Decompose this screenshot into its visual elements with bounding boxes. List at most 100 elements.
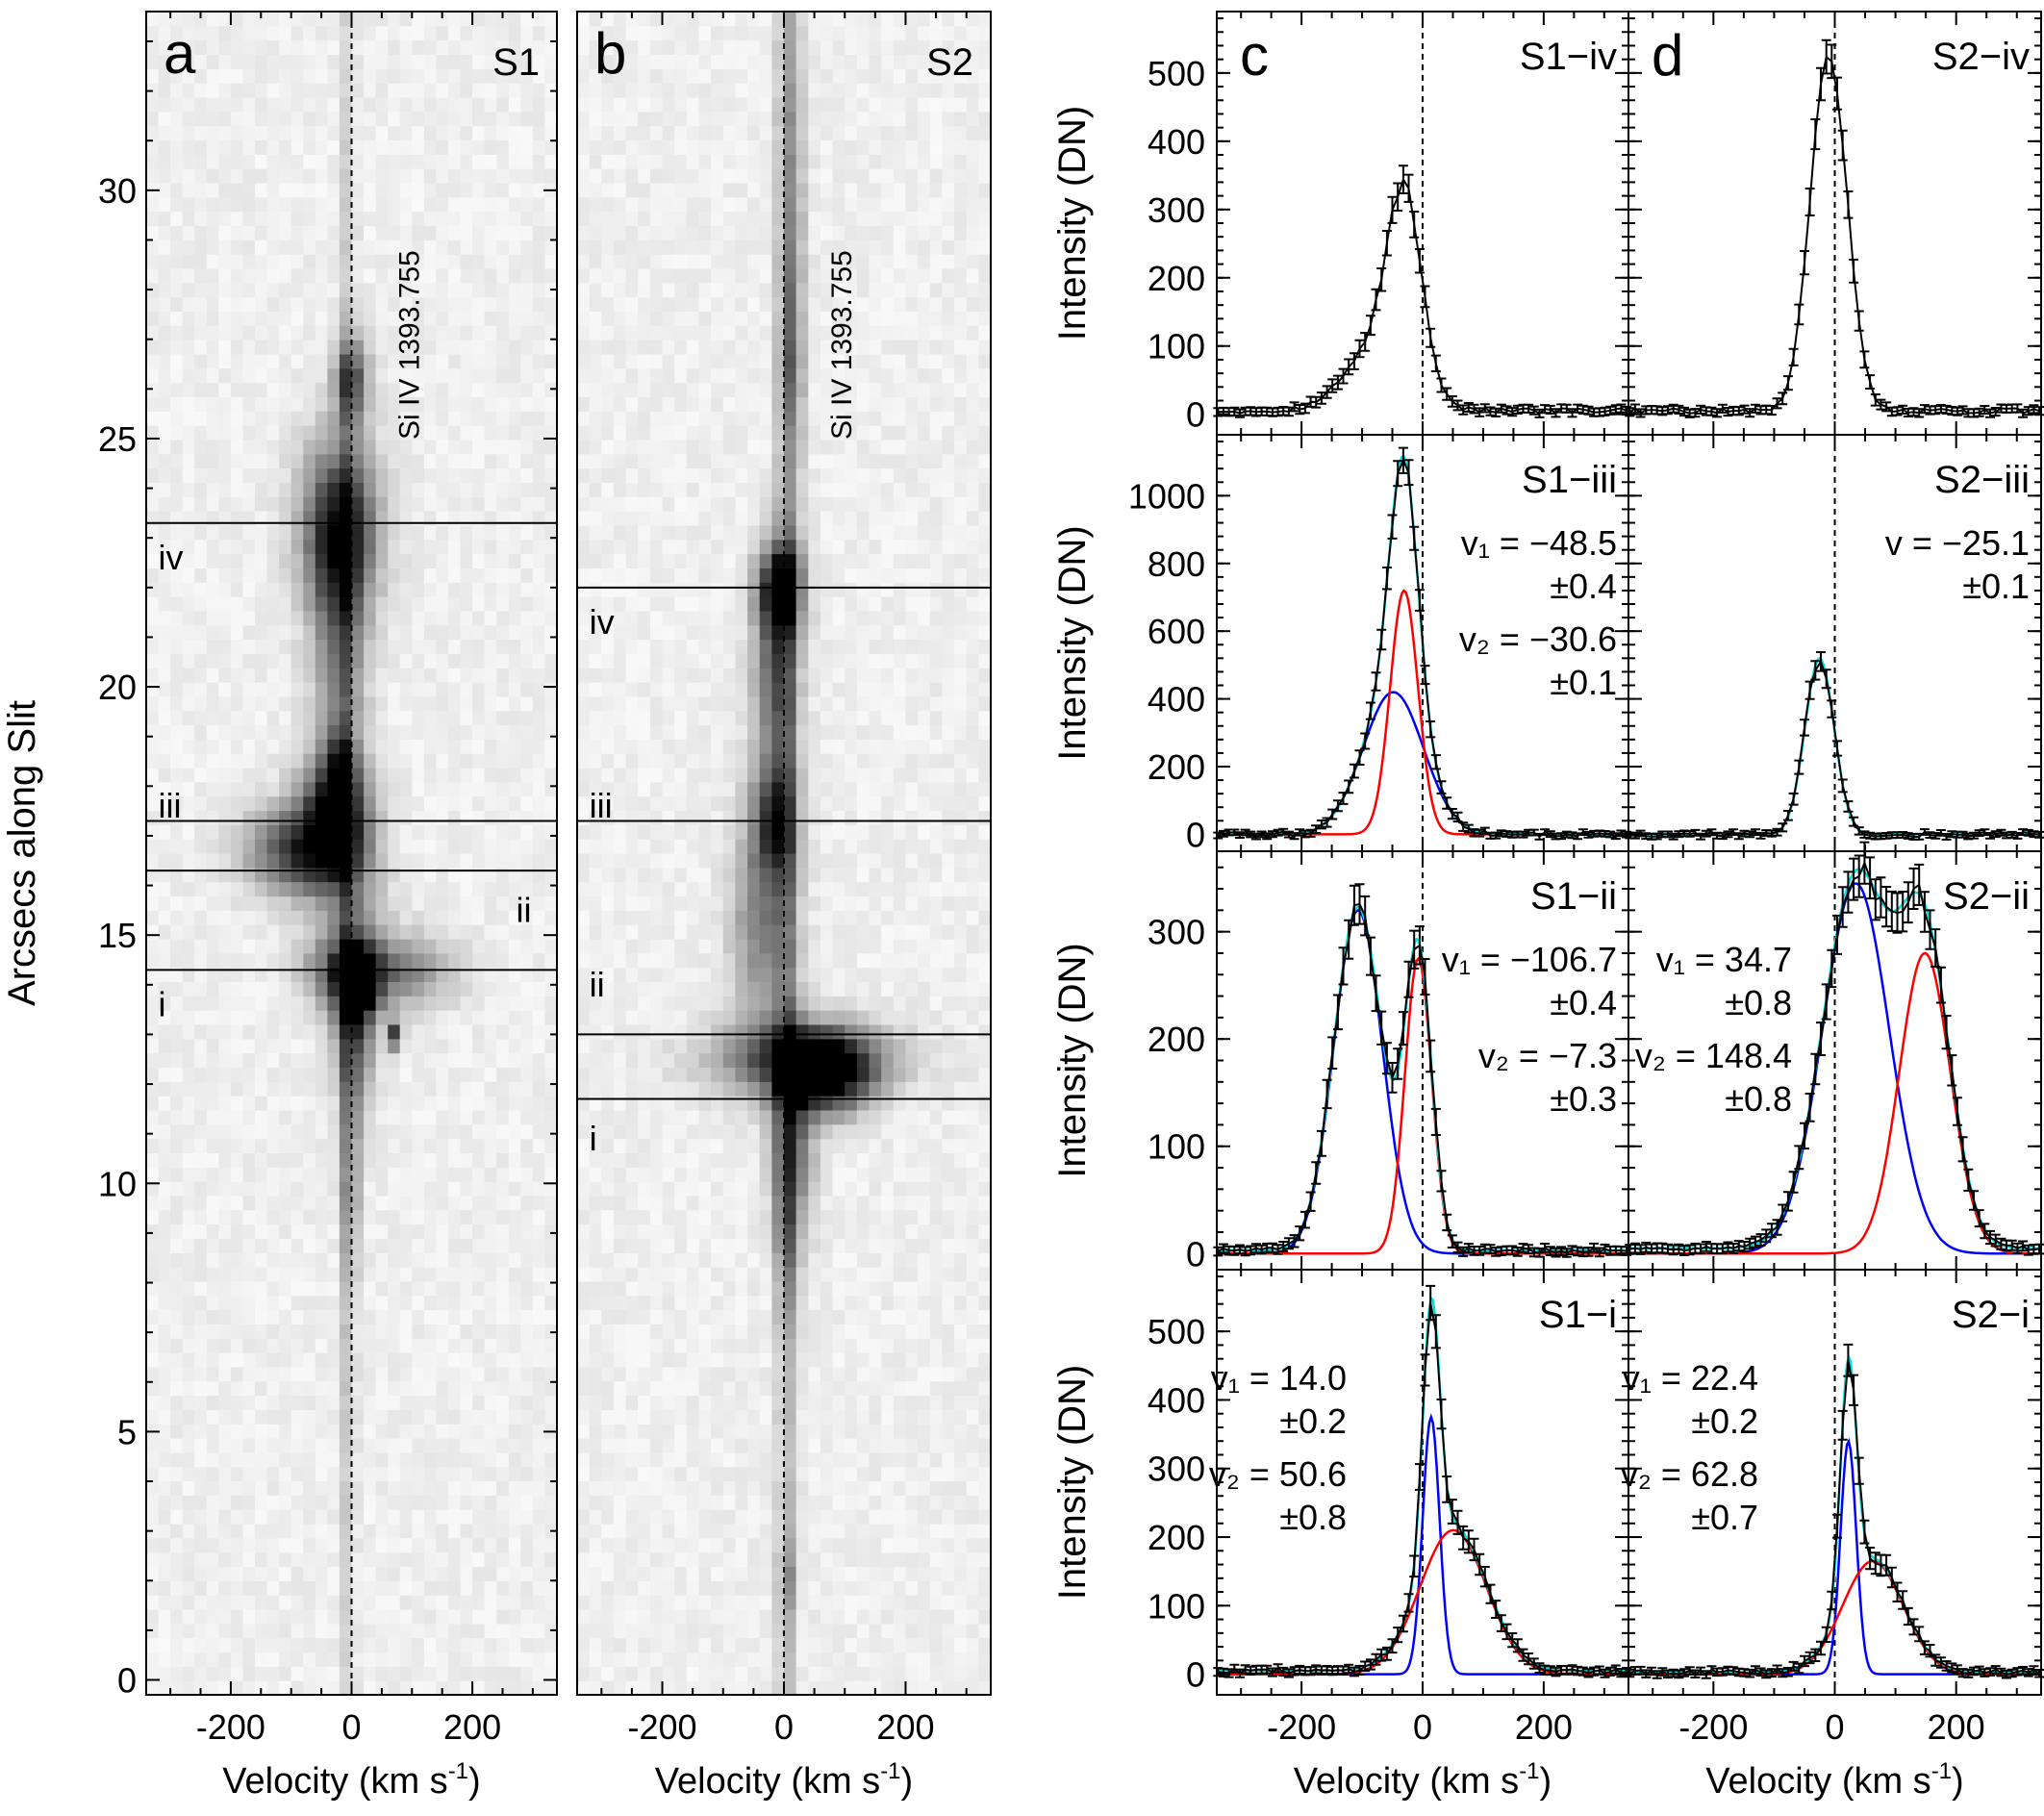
heatmap-cell [206, 1109, 219, 1125]
heatmap-cell [218, 739, 232, 754]
heatmap-cell [290, 910, 304, 925]
heatmap-cell [351, 539, 365, 555]
heatmap-cell [170, 682, 184, 697]
heatmap-cell [532, 710, 546, 726]
heatmap-cell [577, 25, 591, 41]
heatmap-cell [194, 1209, 208, 1225]
heatmap-cell [448, 710, 462, 726]
heatmap-cell [399, 781, 413, 797]
heatmap-cell [388, 1352, 401, 1368]
heatmap-cell [625, 1152, 639, 1168]
heatmap-cell [290, 411, 304, 426]
heatmap-cell [158, 1366, 171, 1382]
heatmap-cell [351, 810, 365, 825]
heatmap-cell [544, 211, 558, 226]
heatmap-cell [399, 54, 413, 69]
heatmap-cell [290, 1223, 304, 1239]
heatmap-cell [375, 1295, 389, 1311]
heatmap-cell [472, 311, 486, 326]
heatmap-cell [146, 682, 160, 697]
heatmap-cell [182, 68, 195, 84]
heatmap-cell [460, 382, 473, 397]
heatmap-cell [303, 1623, 316, 1639]
heatmap-cell [388, 967, 401, 982]
heatmap-cell [290, 240, 304, 255]
heatmap-cell [255, 724, 268, 740]
heatmap-cell [279, 340, 292, 355]
heatmap-cell [613, 1609, 627, 1625]
heatmap-cell [412, 739, 425, 754]
heatmap-cell [218, 111, 232, 127]
heatmap-cell [206, 1167, 219, 1182]
heatmap-cell [601, 183, 615, 198]
heatmap-cell [601, 1609, 615, 1625]
heatmap-cell [266, 482, 280, 497]
heatmap-cell [472, 353, 486, 369]
heatmap-cell [399, 1096, 413, 1111]
heatmap-cell [158, 881, 171, 897]
heatmap-cell [279, 781, 292, 797]
heatmap-cell [255, 1052, 268, 1068]
heatmap-cell [544, 1609, 558, 1625]
heatmap-cell [448, 668, 462, 683]
heatmap-cell [577, 154, 591, 169]
heatmap-cell [158, 1466, 171, 1482]
heatmap-cell [399, 1524, 413, 1539]
heatmap-cell [423, 1438, 438, 1453]
heatmap-cell [194, 582, 208, 597]
heatmap-cell [315, 1209, 328, 1225]
heatmap-cell [266, 1395, 280, 1410]
heatmap-cell [194, 1380, 208, 1397]
heatmap-cell [327, 1152, 341, 1168]
heatmap-cell [290, 1637, 304, 1653]
heatmap-cell [544, 967, 558, 982]
heatmap-cell [182, 1280, 195, 1297]
heatmap-cell [460, 1524, 473, 1539]
heatmap-cell [290, 396, 304, 412]
heatmap-cell [638, 382, 651, 397]
heatmap-cell [255, 1081, 268, 1097]
heatmap-cell [255, 1537, 268, 1553]
heatmap-cell [279, 1352, 292, 1368]
heatmap-cell [520, 353, 534, 369]
heatmap-cell [601, 653, 615, 668]
heatmap-cell [601, 1451, 615, 1468]
heatmap-cell [399, 1324, 413, 1339]
heatmap-cell [279, 881, 292, 897]
heatmap-cell [194, 996, 208, 1011]
heatmap-cell [218, 168, 232, 184]
heatmap-cell [194, 1480, 208, 1496]
heatmap-cell [327, 1352, 341, 1368]
heatmap-cell [520, 111, 534, 127]
heatmap-cell [315, 853, 328, 869]
heatmap-cell [496, 1366, 510, 1382]
heatmap-cell [388, 881, 401, 897]
heatmap-cell [242, 768, 256, 783]
heatmap-cell [315, 710, 328, 726]
heatmap-cell [170, 411, 184, 426]
heatmap-cell [364, 12, 377, 27]
heatmap-cell [484, 1551, 497, 1568]
heatmap-cell [375, 1081, 389, 1097]
heatmap-cell [242, 1181, 256, 1197]
heatmap-cell [589, 367, 602, 384]
heatmap-cell [484, 1096, 497, 1111]
heatmap-cell [638, 1338, 651, 1353]
heatmap-cell [423, 396, 438, 412]
heatmap-cell [158, 981, 171, 996]
heatmap-cell [290, 125, 304, 140]
heatmap-cell [423, 1081, 438, 1097]
heatmap-cell [448, 54, 462, 69]
heatmap-cell [649, 267, 664, 284]
heatmap-cell [242, 596, 256, 612]
heatmap-cell [327, 1195, 341, 1211]
heatmap-cell [206, 1338, 219, 1353]
heatmap-cell [279, 996, 292, 1011]
heatmap-cell [625, 1338, 639, 1353]
heatmap-cell [544, 710, 558, 726]
heatmap-cell [327, 824, 341, 840]
heatmap-cell [290, 168, 304, 184]
heatmap-cell [255, 267, 268, 284]
heatmap-cell [158, 1223, 171, 1239]
heatmap-cell [230, 125, 244, 140]
